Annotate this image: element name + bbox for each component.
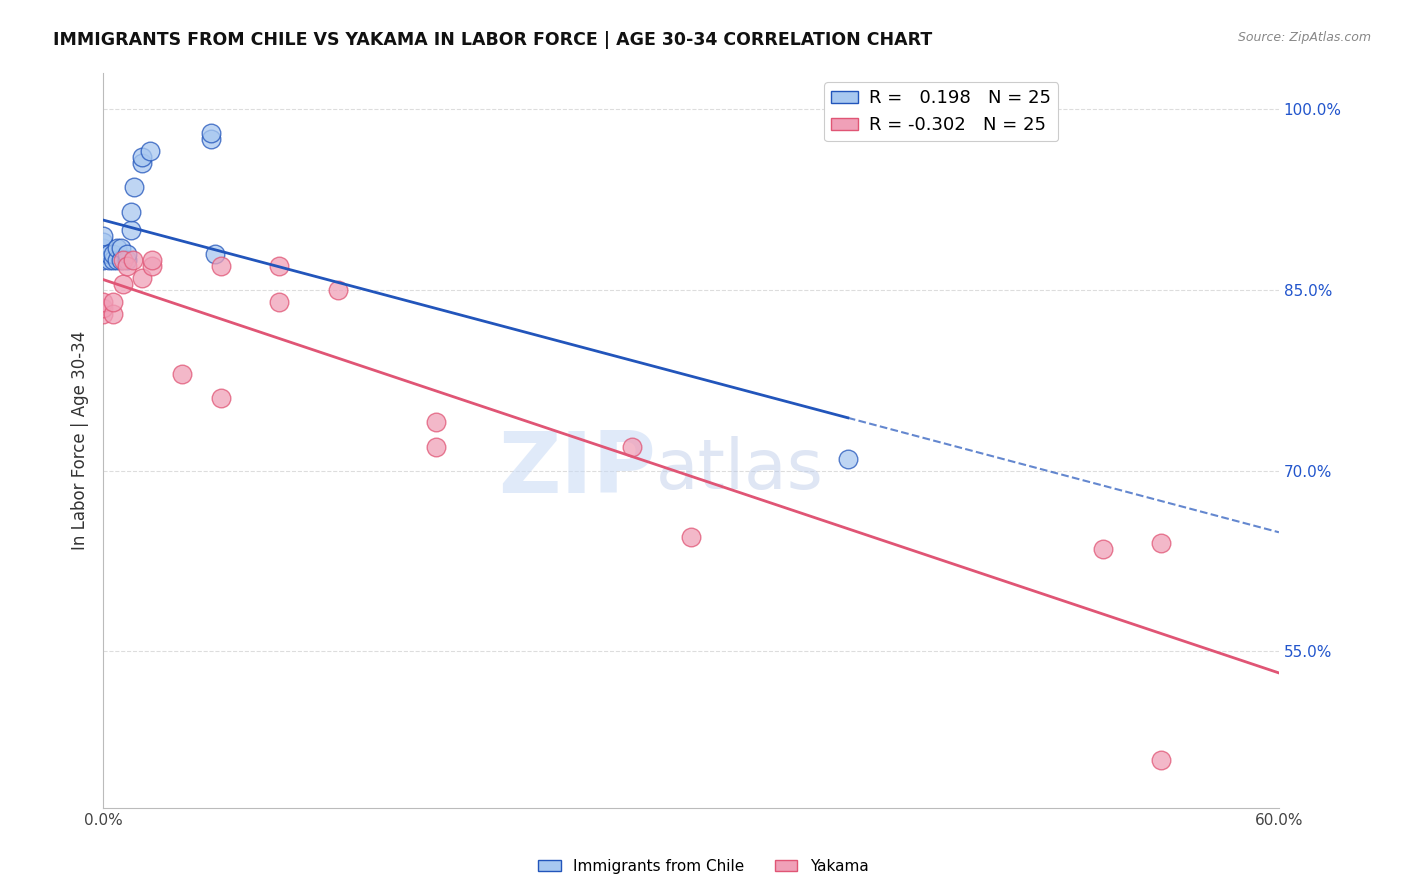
Y-axis label: In Labor Force | Age 30-34: In Labor Force | Age 30-34: [72, 331, 89, 550]
Point: [131, 156, 153, 170]
Point: [98, 246, 121, 260]
Point: [621, 440, 644, 454]
Text: IMMIGRANTS FROM CHILE VS YAKAMA IN LABOR FORCE | AGE 30-34 CORRELATION CHART: IMMIGRANTS FROM CHILE VS YAKAMA IN LABOR…: [53, 31, 932, 49]
Point: [120, 204, 142, 219]
Point: [328, 283, 350, 297]
Point: [91, 295, 114, 310]
Point: [111, 252, 134, 267]
Point: [209, 392, 232, 406]
Point: [121, 252, 143, 267]
Legend: R =   0.198   N = 25, R = -0.302   N = 25: R = 0.198 N = 25, R = -0.302 N = 25: [824, 82, 1059, 142]
Point: [101, 307, 124, 321]
Point: [425, 440, 447, 454]
Point: [200, 132, 222, 146]
Point: [425, 416, 447, 430]
Point: [98, 252, 121, 267]
Point: [170, 368, 193, 382]
Point: [837, 451, 859, 466]
Point: [115, 259, 138, 273]
Point: [91, 252, 114, 267]
Point: [141, 252, 163, 267]
Text: atlas: atlas: [655, 436, 824, 503]
Point: [679, 530, 702, 544]
Point: [105, 241, 128, 255]
Point: [131, 270, 153, 285]
Point: [209, 259, 232, 273]
Point: [115, 246, 138, 260]
Point: [91, 301, 114, 315]
Point: [110, 252, 132, 267]
Point: [105, 252, 128, 267]
Point: [101, 295, 124, 310]
Point: [101, 252, 124, 267]
Legend: Immigrants from Chile, Yakama: Immigrants from Chile, Yakama: [531, 853, 875, 880]
Text: ZIP: ZIP: [498, 428, 655, 511]
Point: [120, 222, 142, 236]
Point: [91, 246, 114, 260]
Point: [115, 252, 138, 267]
Point: [269, 295, 291, 310]
Point: [101, 246, 124, 260]
Point: [200, 126, 222, 140]
Point: [111, 277, 134, 291]
Point: [91, 307, 114, 321]
Point: [110, 241, 132, 255]
Point: [1091, 541, 1114, 556]
Point: [91, 228, 114, 243]
Point: [1150, 536, 1173, 550]
Point: [204, 246, 226, 260]
Point: [1150, 753, 1173, 767]
Point: [91, 235, 114, 249]
Point: [141, 259, 163, 273]
Text: Source: ZipAtlas.com: Source: ZipAtlas.com: [1237, 31, 1371, 45]
Point: [124, 180, 146, 194]
Point: [139, 145, 162, 159]
Point: [131, 150, 153, 164]
Point: [91, 241, 114, 255]
Point: [269, 259, 291, 273]
